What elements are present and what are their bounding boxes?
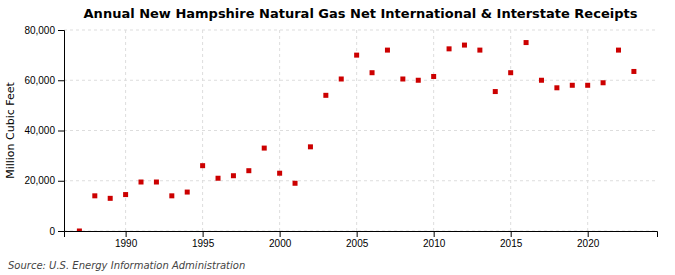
point: [539, 78, 544, 83]
x-axis-tick-label: 1995: [192, 238, 215, 249]
grid-line-y: [64, 130, 657, 131]
grid-line-x: [356, 30, 357, 231]
x-axis-tick: 2010: [423, 231, 446, 249]
point: [416, 78, 421, 83]
grid-line-x: [279, 30, 280, 231]
point: [431, 74, 436, 79]
point: [339, 76, 344, 81]
x-axis-tick: 2000: [269, 231, 292, 249]
point: [185, 190, 190, 195]
x-axis-tick-mark: [588, 231, 589, 237]
point: [308, 144, 313, 149]
y-axis-line: [58, 31, 65, 232]
point: [477, 48, 482, 53]
point: [139, 180, 144, 185]
point: [462, 43, 467, 48]
point: [616, 48, 621, 53]
grid-line-y: [64, 180, 657, 181]
point: [508, 70, 513, 75]
point: [370, 70, 375, 75]
y-axis-tick-label: 40,000: [24, 125, 55, 136]
point: [354, 53, 359, 58]
grid-line-y: [64, 80, 657, 81]
y-axis-tick-mark: [58, 131, 64, 132]
point: [200, 163, 205, 168]
x-axis-tick: 2015: [500, 231, 523, 249]
point: [77, 229, 82, 232]
point: [108, 196, 113, 201]
y-axis-title: Million Cubic Feet: [4, 81, 17, 178]
point: [493, 89, 498, 94]
chart: 1990 1995 2000 2005 2010 2015 2020 0 20,000 40,00…: [0, 0, 675, 275]
x-axis-tick-mark: [203, 231, 204, 237]
y-axis-tick: 0: [49, 226, 64, 237]
x-axis-tick-label: 2010: [423, 238, 446, 249]
y-axis-tick-label: 20,000: [24, 175, 55, 186]
y-axis-tick-label: 80,000: [24, 25, 55, 36]
x-axis-tick-label: 2020: [577, 238, 600, 249]
point: [554, 85, 559, 90]
point: [601, 80, 606, 85]
grid: [64, 30, 657, 231]
x-axis-tick-mark: [511, 231, 512, 237]
x-axis-tick-label: 2015: [500, 238, 523, 249]
x-axis-tick: 1990: [115, 231, 138, 249]
point: [169, 193, 174, 198]
grid-line-x: [433, 30, 434, 231]
point: [277, 171, 282, 176]
point: [216, 176, 221, 181]
x-axis-line: [65, 232, 658, 238]
x-axis-tick-mark: [357, 231, 358, 237]
point: [246, 168, 251, 173]
y-axis-tick-label: 0: [49, 226, 55, 237]
y-axis-tick: 20,000: [24, 175, 64, 186]
x-axis-tick: 1995: [192, 231, 215, 249]
point: [631, 69, 636, 74]
point: [385, 48, 390, 53]
point: [154, 180, 159, 185]
point: [323, 93, 328, 98]
title: Annual New Hampshire Natural Gas Net Int…: [84, 6, 638, 21]
y-axis-tick-mark: [58, 231, 64, 232]
y-axis-tick-label: 60,000: [24, 75, 55, 86]
x-axis: 1990 1995 2000 2005 2010 2015 2020: [65, 231, 658, 249]
point: [447, 46, 452, 51]
point: [570, 83, 575, 88]
grid-line-y: [64, 30, 657, 31]
x-axis-tick-mark: [434, 231, 435, 237]
x-axis-tick: 2020: [577, 231, 600, 249]
x-axis-tick-label: 2005: [346, 238, 369, 249]
y-axis-tick-mark: [58, 30, 64, 31]
point: [585, 83, 590, 88]
x-axis-tick: 2005: [346, 231, 369, 249]
point: [262, 146, 267, 151]
point: [123, 192, 128, 197]
y-axis-tick: 80,000: [24, 25, 64, 36]
point: [524, 40, 529, 45]
x-axis-tick-mark: [126, 231, 127, 237]
point: [92, 193, 97, 198]
x-axis-tick-mark: [280, 231, 281, 237]
point: [400, 76, 405, 81]
point: [293, 181, 298, 186]
plot: 1990 1995 2000 2005 2010 2015 2020 0 20,000 40,00…: [24, 25, 657, 249]
point: [231, 173, 236, 178]
y-axis: 0 20,000 40,000 60,000 80,000: [24, 25, 64, 237]
y-axis-tick: 40,000: [24, 125, 64, 136]
source: Source: U.S. Energy Information Administ…: [8, 260, 245, 271]
x-axis-tick-label: 1990: [115, 238, 138, 249]
y-axis-tick-mark: [58, 80, 64, 81]
x-axis-tick-label: 2000: [269, 238, 292, 249]
y-axis-tick: 60,000: [24, 75, 64, 86]
points: [77, 40, 636, 231]
y-axis-tick-mark: [58, 181, 64, 182]
